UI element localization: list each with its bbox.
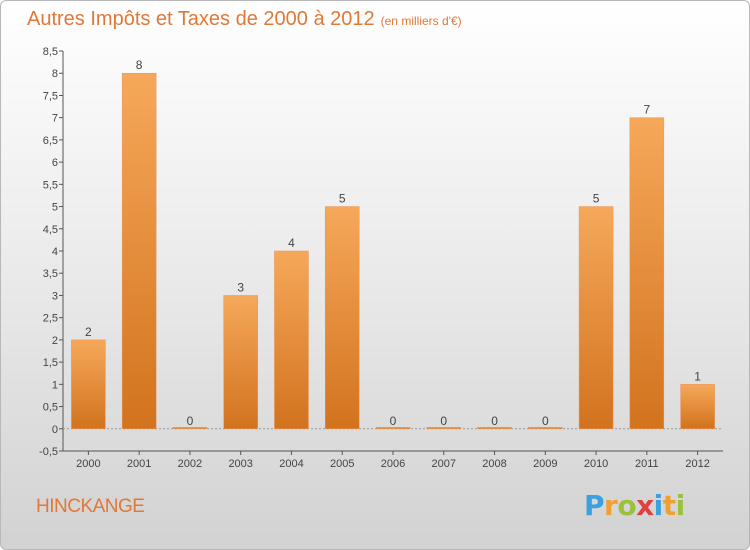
bar xyxy=(172,427,208,430)
x-tick-label: 2003 xyxy=(228,458,252,470)
data-label: 8 xyxy=(136,58,143,72)
y-tick-label: 0,5 xyxy=(43,402,58,414)
x-tick-label: 2012 xyxy=(685,458,709,470)
x-tick-label: 2010 xyxy=(584,458,608,470)
data-label: 3 xyxy=(237,280,244,294)
data-label: 1 xyxy=(694,369,701,383)
bar xyxy=(528,427,563,430)
logo-letter: P xyxy=(584,489,605,522)
x-tick-label: 2004 xyxy=(279,458,303,470)
data-label: 7 xyxy=(644,103,651,117)
bar xyxy=(223,295,258,430)
y-tick-label: 6 xyxy=(52,157,58,169)
data-label: 0 xyxy=(187,414,194,428)
logo-letter: x xyxy=(636,489,654,522)
logo-letter: r xyxy=(604,489,618,522)
y-tick-label: 3 xyxy=(52,290,58,302)
y-tick-label: 4,5 xyxy=(43,224,58,236)
x-tick-label: 2006 xyxy=(381,458,405,470)
logo-letter: t xyxy=(662,489,676,522)
bar xyxy=(680,384,715,430)
x-tick-label: 2011 xyxy=(635,458,659,470)
x-tick-label: 2009 xyxy=(533,458,557,470)
y-tick-label: 2,5 xyxy=(43,313,58,325)
y-tick-label: 7,5 xyxy=(43,90,58,102)
y-tick-label: 4 xyxy=(52,246,58,258)
bar xyxy=(629,117,665,430)
x-tick-label: 2000 xyxy=(76,458,100,470)
y-tick-label: 5,5 xyxy=(43,179,58,191)
data-label: 0 xyxy=(491,414,498,428)
y-tick-label: 0 xyxy=(52,424,58,436)
x-tick-label: 2002 xyxy=(178,458,202,470)
data-label: 0 xyxy=(390,414,397,428)
bar xyxy=(426,427,462,430)
y-tick-label: 1 xyxy=(52,379,58,391)
logo-letter: i xyxy=(675,489,686,522)
x-tick-label: 2008 xyxy=(482,458,506,470)
logo-letter: o xyxy=(617,489,637,522)
bar xyxy=(477,427,512,430)
y-tick-label: 8,5 xyxy=(43,46,58,58)
proxiti-logo[interactable]: Proxiti xyxy=(584,489,685,522)
y-tick-label: 2 xyxy=(52,335,58,347)
y-tick-label: -0,5 xyxy=(39,446,58,458)
data-label: 0 xyxy=(542,414,549,428)
y-tick-label: 1,5 xyxy=(43,357,58,369)
data-label: 5 xyxy=(339,192,346,206)
town-name: HINCKANGE xyxy=(36,496,145,517)
y-tick-label: 8 xyxy=(52,68,58,80)
data-label: 2 xyxy=(85,325,92,339)
bar xyxy=(375,427,411,430)
data-label: 0 xyxy=(440,414,447,428)
y-tick-label: 6,5 xyxy=(43,135,58,147)
y-tick-label: 7 xyxy=(52,113,58,125)
x-tick-label: 2001 xyxy=(127,458,151,470)
bar xyxy=(121,72,157,430)
x-tick-label: 2005 xyxy=(330,458,354,470)
bar xyxy=(324,206,360,430)
x-tick-label: 2007 xyxy=(432,458,456,470)
bar xyxy=(71,339,106,430)
data-label: 4 xyxy=(288,236,295,250)
bar xyxy=(274,250,309,430)
y-tick-label: 5 xyxy=(52,202,58,214)
logo-letter: i xyxy=(653,489,664,522)
title-text: Autres Impôts et Taxes de 2000 à 2012 xyxy=(27,8,375,30)
data-label: 5 xyxy=(593,192,600,206)
bar xyxy=(578,206,614,430)
y-tick-label: 3,5 xyxy=(43,268,58,280)
title-unit: (en milliers d'€) xyxy=(380,14,462,28)
chart-title: Autres Impôts et Taxes de 2000 à 2012 (en… xyxy=(27,8,462,31)
